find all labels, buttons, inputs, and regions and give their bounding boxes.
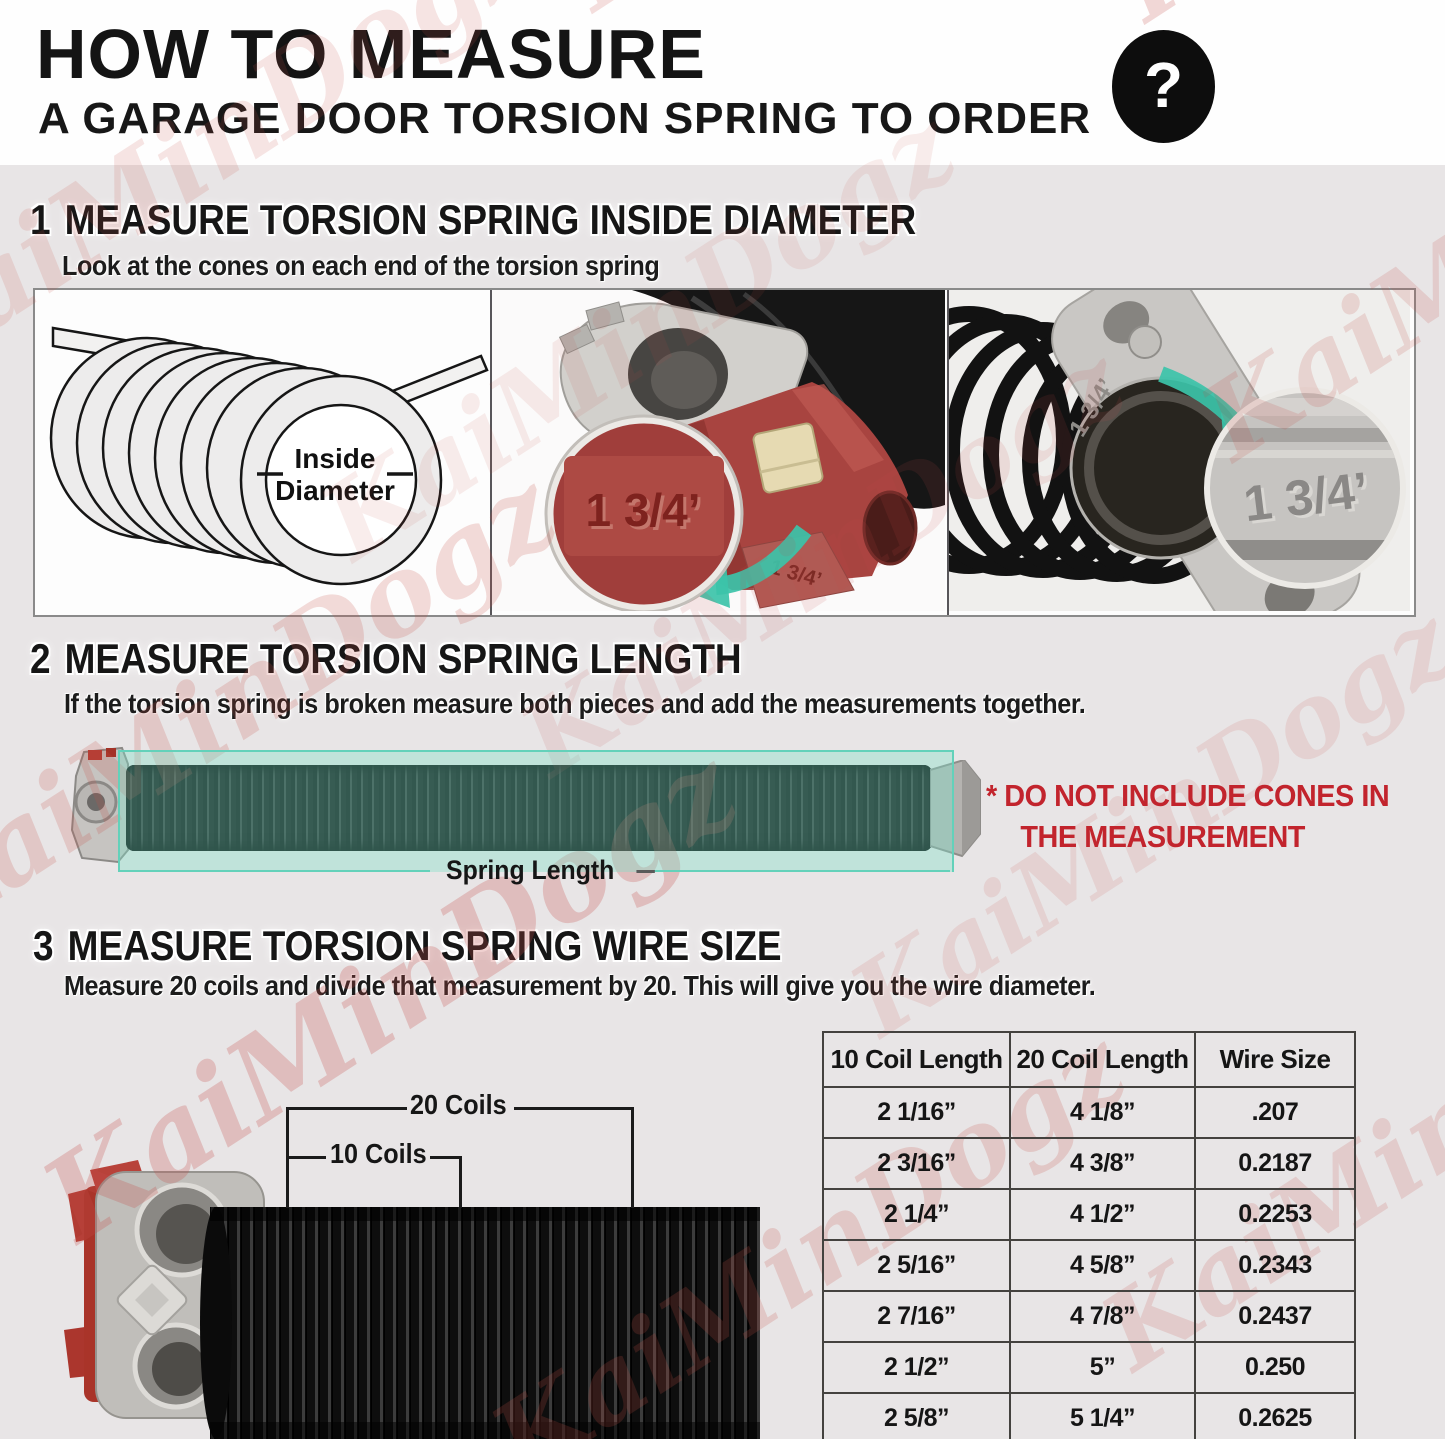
page-title: HOW TO MEASURE — [36, 15, 706, 93]
table-cell: 5” — [1009, 1341, 1196, 1394]
cone-marking-highlight: 1 3/4’ — [588, 487, 703, 539]
table-cell: 0.2625 — [1194, 1392, 1356, 1439]
table-cell: 2 5/16” — [822, 1239, 1011, 1292]
wire-size-table: 10 Coil Length 20 Coil Length Wire Size … — [822, 1031, 1356, 1439]
spring-length-highlight — [118, 750, 954, 872]
col-10-coil-length: 10 Coil Length — [822, 1031, 1011, 1088]
wire-size-spring — [64, 1160, 760, 1439]
table-cell: 4 3/8” — [1009, 1137, 1196, 1190]
col-20-coil-length: 20 Coil Length — [1009, 1031, 1196, 1088]
bracket20-right — [514, 1107, 634, 1110]
table-cell: 4 7/8” — [1009, 1290, 1196, 1343]
col-wire-size: Wire Size — [1194, 1031, 1356, 1088]
coil-line-art: Inside Diameter — [49, 326, 489, 586]
section2-number: 2 — [30, 635, 51, 682]
warning-line2: THE MEASUREMENT — [1020, 818, 1305, 854]
cones-warning: * DO NOT INCLUDE CONES IN THE MEASUREMEN… — [986, 776, 1414, 858]
table-cell: 4 1/2” — [1009, 1188, 1196, 1241]
table-row: 2 5/8” 5 1/4” 0.2625 — [822, 1392, 1356, 1439]
section3-heading-text: MEASURE TORSION SPRING WIRE SIZE — [67, 922, 782, 969]
table-cell: 2 1/16” — [822, 1086, 1011, 1139]
section1-image-panel: Inside Diameter — [33, 260, 1416, 650]
red-cone-photo: 1 3/4’ 1 3/4’ 1 3/4’ — [490, 290, 947, 615]
inside-diameter-label-line1: Inside — [295, 443, 376, 474]
highlight-bottom-right — [646, 870, 950, 872]
question-glyph: ? — [1143, 48, 1184, 121]
spring-left-cone — [70, 746, 129, 864]
table-cell: 2 1/4” — [822, 1188, 1011, 1241]
bracket10-right — [430, 1156, 462, 1159]
section3-heading: 3 MEASURE TORSION SPRING WIRE SIZE — [33, 922, 782, 970]
table-row: 2 1/16” 4 1/8” .207 — [822, 1086, 1356, 1139]
highlight-bottom-left — [118, 870, 430, 872]
spring-right-cone — [930, 760, 981, 858]
inside-diameter-label-line2: Diameter — [275, 475, 395, 506]
section1-subtext: Look at the cones on each end of the tor… — [62, 250, 660, 281]
question-mark-icon: ? — [1112, 30, 1215, 143]
table-cell: 0.250 — [1194, 1341, 1356, 1394]
label-10-coils: 10 Coils — [330, 1138, 427, 1169]
inside-diameter-diagram: Inside Diameter — [35, 290, 490, 615]
flange-cone-photo: 1 3/4’ 1 3/4’ 1 3/4’ — [866, 260, 1410, 650]
spring-length-text: Spring Length — [446, 855, 615, 885]
label-dash — [636, 870, 655, 874]
red-cone-illustration: 1 3/4’ 1 3/4’ 1 3/4’ — [492, 290, 945, 614]
table-header-row: 10 Coil Length 20 Coil Length Wire Size — [822, 1031, 1356, 1088]
table-row: 2 7/16” 4 7/8” 0.2437 — [822, 1290, 1356, 1343]
table-row: 2 1/4” 4 1/2” 0.2253 — [822, 1188, 1356, 1241]
table-cell: 0.2253 — [1194, 1188, 1356, 1241]
table-cell: 5 1/4” — [1009, 1392, 1196, 1439]
table-cell: 0.2437 — [1194, 1290, 1356, 1343]
spring-length-label: Spring Length — [446, 855, 655, 886]
section1-heading-text: MEASURE TORSION SPRING INSIDE DIAMETER — [64, 196, 917, 243]
table-cell: 0.2187 — [1194, 1137, 1356, 1190]
table-row: 2 5/16” 4 5/8” 0.2343 — [822, 1239, 1356, 1292]
table-cell: 2 3/16” — [822, 1137, 1011, 1190]
bracket10-right-vertical — [459, 1156, 462, 1208]
section3-number: 3 — [33, 922, 54, 969]
cone-marking-magnified: 1 3/4’ — [585, 484, 700, 536]
label-20-coils: 20 Coils — [410, 1089, 507, 1120]
page-subtitle: A GARAGE DOOR TORSION SPRING TO ORDER — [38, 94, 1092, 143]
section2-subtext: If the torsion spring is broken measure … — [64, 688, 1086, 719]
warning-line1: * DO NOT INCLUDE CONES IN — [986, 778, 1390, 813]
bracket20-right-vertical — [631, 1107, 634, 1208]
section1-heading: 1 MEASURE TORSION SPRING INSIDE DIAMETER — [30, 196, 916, 244]
flange-illustration: 1 3/4’ 1 3/4’ 1 3/4’ — [866, 260, 1410, 650]
table-cell: 2 5/8” — [822, 1392, 1011, 1439]
table-cell: 4 1/8” — [1009, 1086, 1196, 1139]
table-cell: 2 7/16” — [822, 1290, 1011, 1343]
section2-heading-text: MEASURE TORSION SPRING LENGTH — [64, 635, 742, 682]
section1-number: 1 — [30, 196, 51, 243]
section2-heading: 2 MEASURE TORSION SPRING LENGTH — [30, 635, 742, 683]
bracket20-left — [286, 1107, 407, 1110]
spring-coil — [126, 765, 932, 851]
section3-subtext: Measure 20 coils and divide that measure… — [64, 970, 1096, 1001]
table-cell: 0.2343 — [1194, 1239, 1356, 1292]
table-row: 2 1/2” 5” 0.250 — [822, 1341, 1356, 1394]
mill-emblem — [1128, 325, 1162, 359]
bracket10-left — [286, 1156, 326, 1159]
table-cell: .207 — [1194, 1086, 1356, 1139]
table-cell: 2 1/2” — [822, 1341, 1011, 1394]
table-cell: 4 5/8” — [1009, 1239, 1196, 1292]
table-row: 2 3/16” 4 3/8” 0.2187 — [822, 1137, 1356, 1190]
